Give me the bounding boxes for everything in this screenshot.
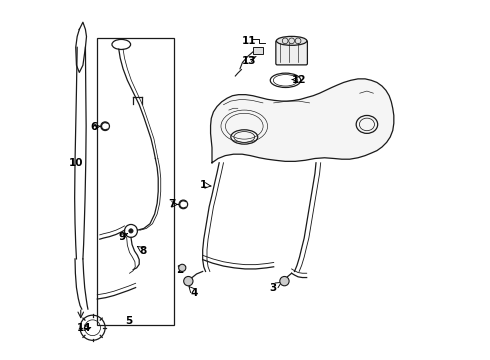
Text: 11: 11 [242, 36, 256, 46]
Text: 5: 5 [125, 316, 132, 325]
Polygon shape [211, 79, 394, 163]
Bar [97, 39, 174, 325]
Text: 2: 2 [176, 265, 183, 275]
Circle shape [280, 276, 289, 286]
Bar [253, 47, 263, 54]
Text: 14: 14 [77, 323, 92, 333]
Text: 12: 12 [292, 75, 307, 85]
Text: 8: 8 [139, 246, 147, 256]
Text: 13: 13 [242, 56, 256, 66]
Circle shape [184, 276, 193, 286]
Text: 9: 9 [119, 232, 126, 242]
FancyBboxPatch shape [276, 41, 307, 65]
Text: 6: 6 [90, 122, 98, 132]
Text: 7: 7 [168, 199, 175, 210]
Circle shape [129, 229, 133, 233]
Ellipse shape [276, 36, 307, 45]
Text: 10: 10 [69, 158, 83, 168]
Text: 1: 1 [200, 180, 207, 190]
Text: 3: 3 [270, 283, 276, 293]
Circle shape [179, 264, 186, 271]
Text: 4: 4 [191, 288, 198, 298]
